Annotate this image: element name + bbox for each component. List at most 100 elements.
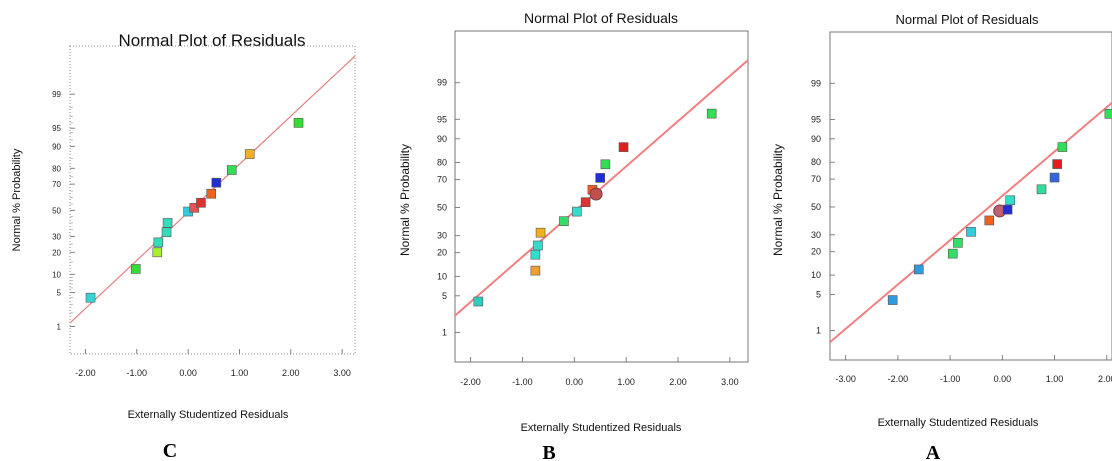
x-tick-label: 1.00: [1046, 374, 1064, 384]
x-tick-label: 0.00: [994, 374, 1012, 384]
y-tick-label: 20: [437, 248, 447, 258]
y-tick-label: 90: [437, 134, 447, 144]
chart-title: Normal Plot of Residuals: [118, 31, 305, 50]
x-tick-label: -2.00: [888, 374, 909, 384]
y-tick-label: 10: [437, 271, 447, 281]
panel-letter: B: [542, 442, 555, 461]
y-tick-label: 70: [437, 174, 447, 184]
data-point: [1005, 195, 1015, 206]
data-point: [162, 218, 173, 228]
y-tick-label: 70: [52, 180, 61, 189]
y-tick-label: 99: [437, 78, 447, 88]
data-point: [153, 237, 164, 248]
data-point: [161, 227, 172, 238]
fit-line: [455, 59, 748, 317]
data-point: [595, 173, 606, 183]
chart-title: Normal Plot of Residuals: [524, 10, 678, 26]
data-point: [580, 197, 591, 207]
data-point: [293, 118, 304, 128]
data-point: [473, 296, 484, 307]
y-tick-label: 80: [52, 164, 61, 173]
y-tick-label: 10: [811, 270, 821, 280]
y-tick-label: 1: [816, 326, 821, 336]
x-tick-label: 2.00: [1098, 374, 1112, 384]
y-tick-label: 1: [57, 322, 62, 331]
y-axis-label: Normal % Probability: [398, 144, 412, 256]
panel-c: Normal Plot of Residuals Normal % Probab…: [11, 31, 356, 461]
data-point-circle: [589, 187, 603, 201]
x-tick-label: 2.00: [282, 368, 300, 378]
data-point: [984, 215, 995, 226]
x-tick-label: 0.00: [566, 377, 584, 387]
data-point: [85, 292, 96, 303]
data-point: [618, 142, 629, 152]
x-tick-label: 1.00: [231, 368, 249, 378]
panel-b: Normal Plot of Residuals Normal % Probab…: [398, 10, 749, 461]
y-tick-label: 20: [52, 248, 61, 257]
x-tick-label: 2.00: [669, 377, 687, 387]
x-tick-label: -1.00: [940, 374, 961, 384]
x-tick-label: 3.00: [333, 368, 351, 378]
y-tick-label: 90: [811, 134, 821, 144]
data-point: [966, 227, 976, 237]
data-point: [226, 165, 237, 175]
plot-frame: [454, 30, 749, 363]
data-point: [244, 149, 255, 159]
data-point: [206, 188, 217, 199]
data-point: [211, 177, 222, 188]
data-point: [189, 202, 200, 213]
plot-frame: [69, 45, 356, 355]
data-point: [572, 206, 582, 217]
plot-frame: [829, 31, 1112, 361]
data-point: [535, 227, 546, 238]
y-tick-label: 30: [811, 230, 821, 240]
y-tick-label: 50: [811, 202, 821, 212]
data-point: [152, 247, 163, 258]
y-tick-label: 50: [52, 206, 61, 215]
y-axis-label: Normal % Probability: [11, 148, 23, 251]
y-tick-label: 30: [437, 231, 447, 241]
panel-letter: C: [163, 440, 177, 461]
y-tick-label: 99: [52, 90, 61, 99]
data-point: [1049, 172, 1060, 183]
x-axis-label: Externally Studentized Residuals: [878, 417, 1039, 429]
chart-title: Normal Plot of Residuals: [895, 12, 1039, 27]
x-axis-label: Externally Studentized Residuals: [521, 422, 682, 434]
data-point: [130, 264, 141, 274]
x-tick-label: 0.00: [179, 368, 197, 378]
data-point: [706, 108, 717, 119]
data-point: [530, 249, 541, 260]
data-point: [887, 295, 898, 305]
data-point: [1002, 204, 1013, 215]
y-tick-label: 80: [811, 157, 821, 167]
y-axis-label: Normal % Probability: [771, 144, 785, 256]
y-tick-label: 95: [811, 115, 821, 125]
y-tick-label: 95: [437, 114, 447, 124]
y-tick-label: 20: [811, 247, 821, 257]
data-point: [533, 240, 543, 251]
y-tick-label: 95: [52, 124, 61, 133]
data-point: [947, 248, 958, 259]
x-tick-label: -1.00: [126, 368, 147, 378]
data-point: [1104, 109, 1112, 119]
x-tick-label: -1.00: [512, 377, 533, 387]
y-tick-label: 50: [437, 203, 447, 213]
data-point: [196, 197, 206, 208]
x-tick-label: -2.00: [75, 368, 96, 378]
data-point: [559, 216, 569, 226]
y-tick-label: 80: [437, 157, 447, 167]
x-tick-label: 3.00: [721, 377, 739, 387]
y-tick-label: 90: [52, 142, 61, 151]
data-point: [530, 265, 541, 276]
y-tick-label: 10: [52, 270, 61, 279]
panel-letter: A: [926, 442, 941, 461]
x-tick-label: -3.00: [835, 374, 856, 384]
y-tick-label: 70: [811, 174, 821, 184]
y-tick-label: 5: [442, 291, 447, 301]
y-tick-label: 1: [442, 327, 447, 337]
y-tick-label: 5: [816, 289, 821, 299]
data-point: [1036, 184, 1047, 195]
x-tick-label: 1.00: [617, 377, 635, 387]
data-point: [953, 238, 963, 248]
